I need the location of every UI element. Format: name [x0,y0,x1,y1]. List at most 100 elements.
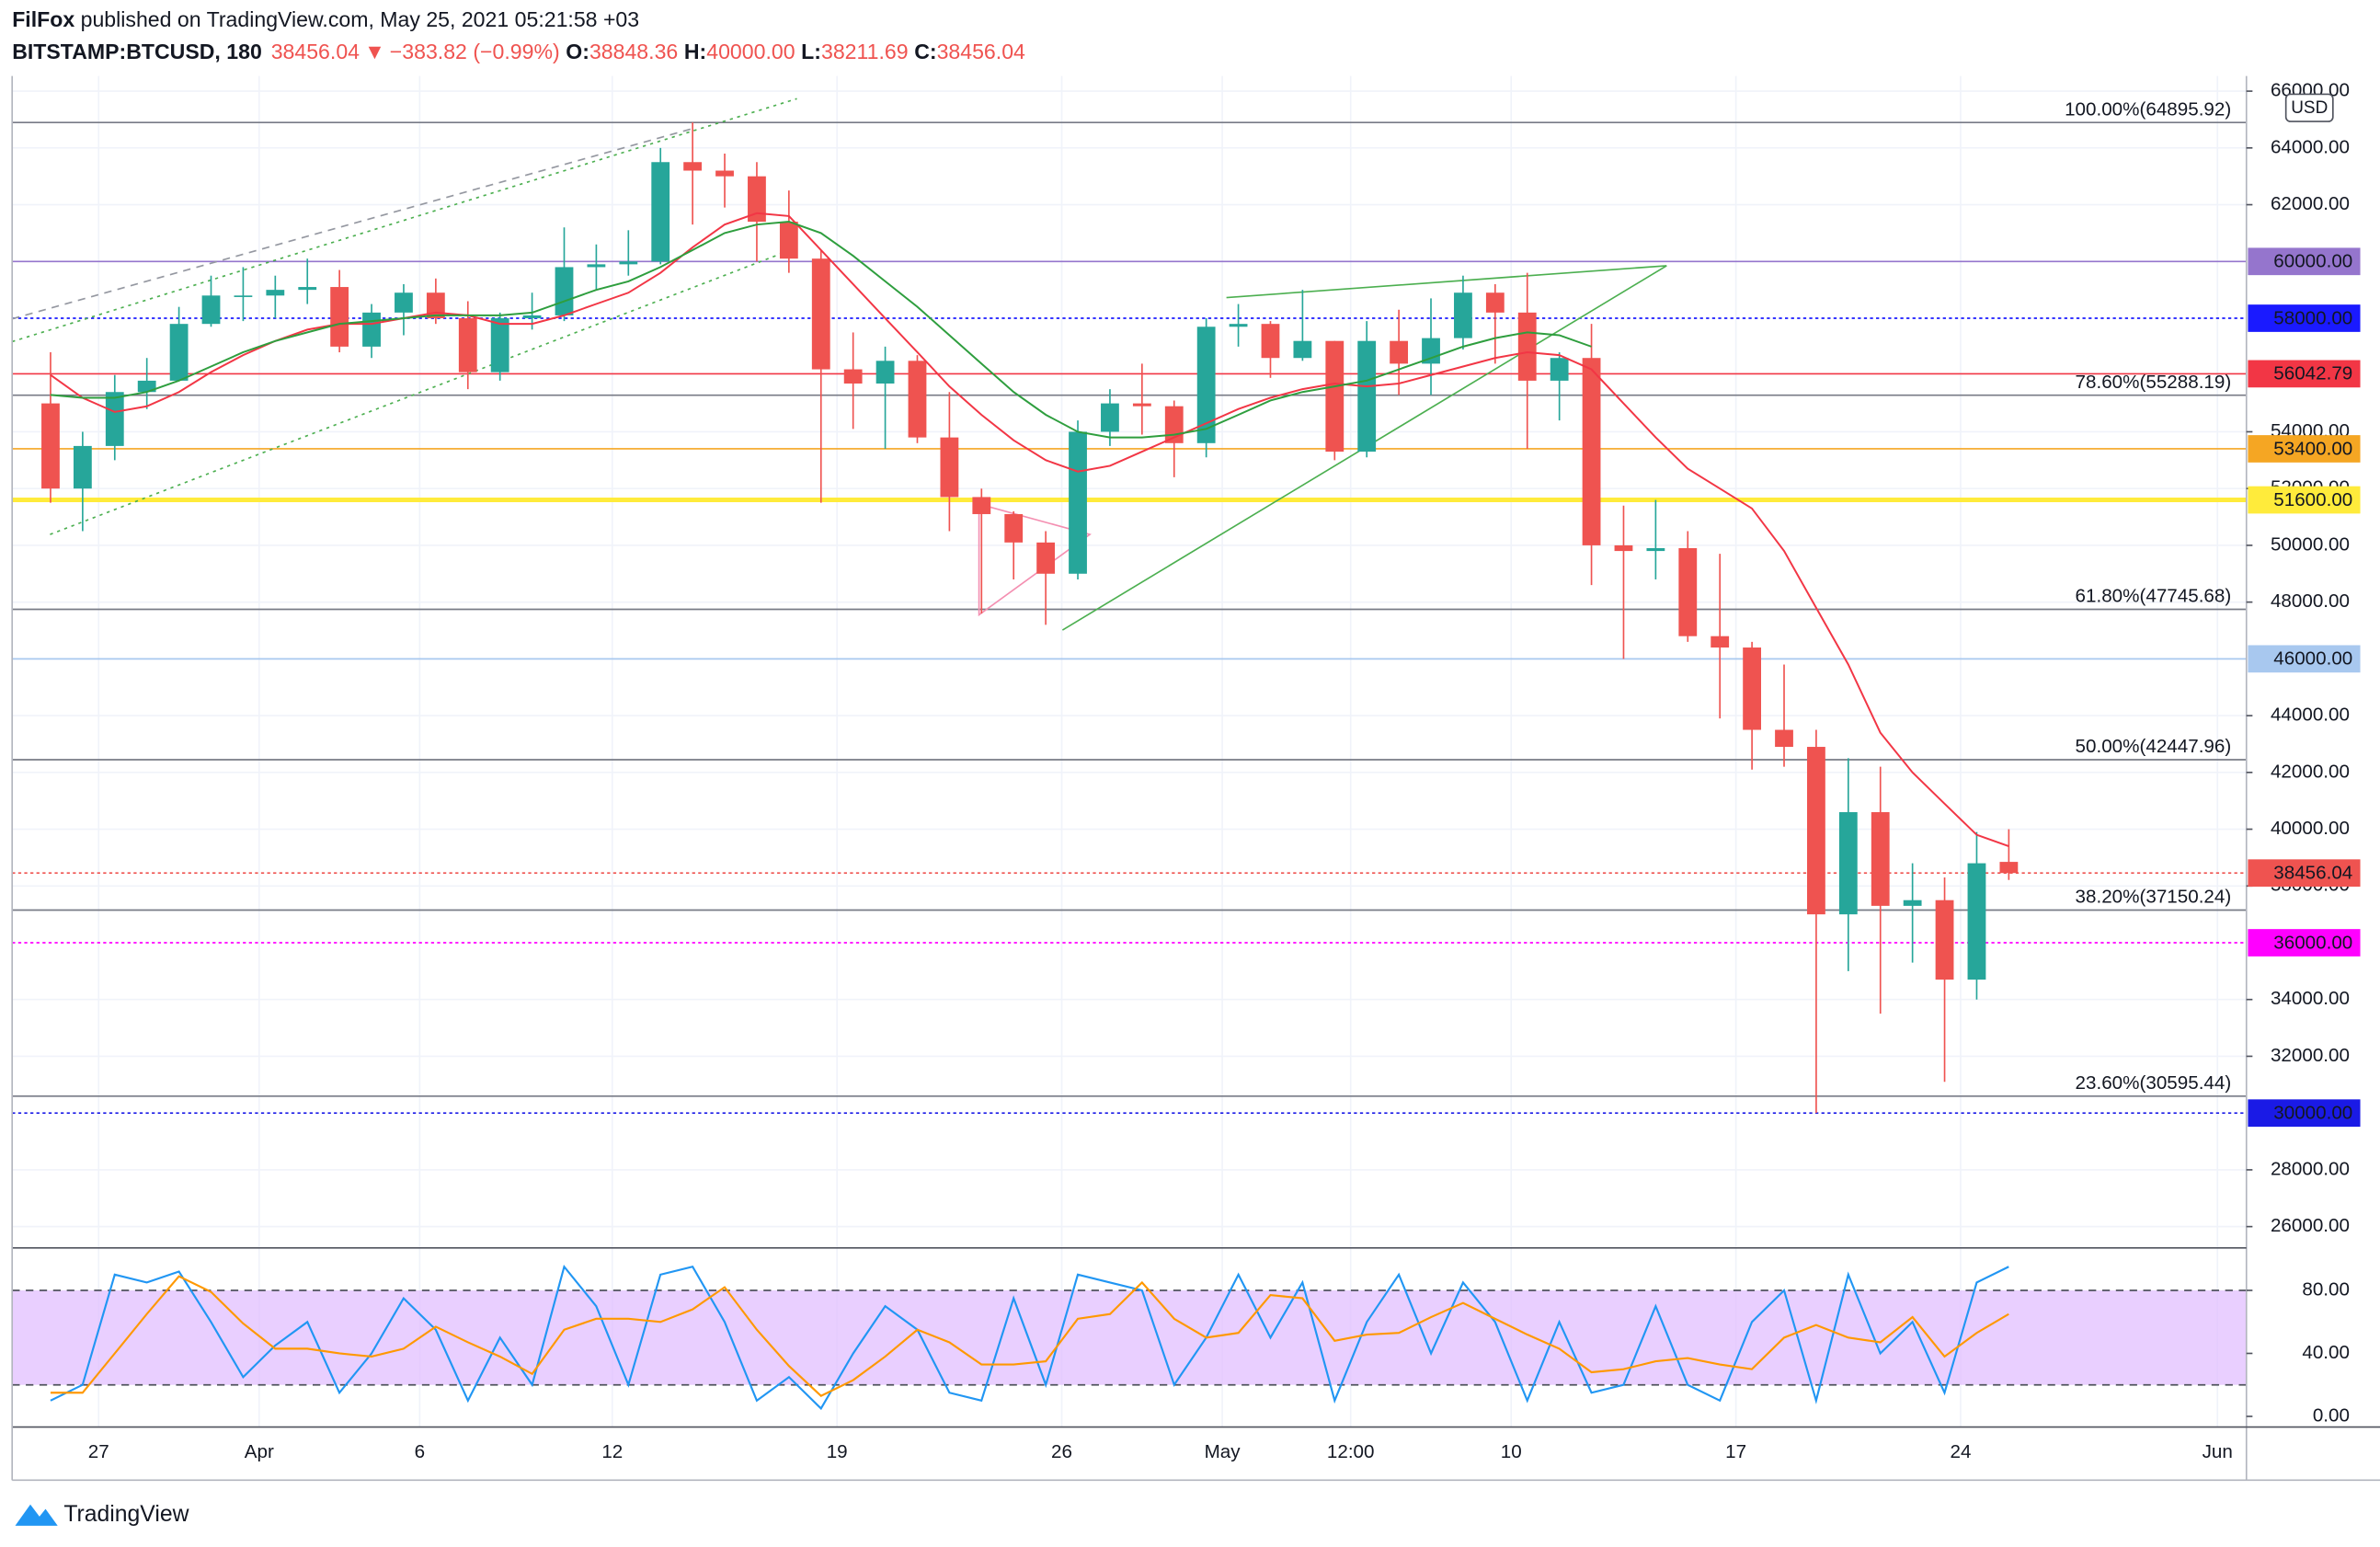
candle-body [41,403,60,489]
y-tick-label: 64000.00 [2271,136,2350,157]
candle-body [908,361,927,438]
candle-body [811,258,830,370]
c-label: C: [914,40,936,63]
y-tick-label: 34000.00 [2271,988,2350,1009]
level-label: 38456.04 [2273,862,2352,883]
candle-body [362,312,381,347]
candle-body [266,290,285,296]
candle-body [715,170,734,177]
publish-line: FilFox published on TradingView.com, May… [12,7,639,31]
level-box [2248,1099,2361,1128]
fib-label: 23.60%(30595.44) [2076,1072,2232,1094]
candle-body [1935,900,1954,980]
candle-body [1390,340,1409,364]
candle-body [1101,403,1119,432]
level-box [2248,859,2361,888]
candle-body [234,295,253,297]
fib-label: 50.00%(42447.96) [2076,736,2232,757]
candle-body [683,162,703,171]
candle-body [779,222,798,259]
candle-body [1196,327,1216,443]
y-tick-label: 62000.00 [2271,193,2350,214]
level-box [2248,486,2361,514]
x-tick-label: 26 [1051,1441,1072,1462]
price-scale: 27 Apr 6 12 19 26 May 12:00 10 17 24 Jun 26000.00 280… [88,80,2361,1462]
level-box [2248,247,2361,276]
candle-body [1517,312,1537,381]
candle-body [1614,544,1633,552]
x-tick-label: 12:00 [1327,1441,1375,1462]
c-value: 38456.04 [937,40,1025,63]
triangle [978,502,1092,617]
published: published on TradingView.com, May 25, 20… [74,7,639,31]
y-tick-label: 26000.00 [2271,1215,2350,1236]
candle-body [426,292,445,319]
wedge-line [1226,265,1667,299]
currency: USD [2291,98,2328,118]
candle-body [1775,729,1793,748]
y-tick-label: 32000.00 [2271,1045,2350,1066]
y-tick-label: 44000.00 [2271,705,2350,726]
y-tick-label: 42000.00 [2271,761,2350,782]
h-value: 40000.00 [706,40,795,63]
y-tick-label: 28000.00 [2271,1158,2350,1179]
candle-body [555,267,574,315]
candle-body [73,445,92,489]
level-label: 58000.00 [2273,307,2352,328]
fib-label: 38.20%(37150.24) [2076,887,2232,908]
trend-line [11,97,797,343]
h-label: H: [684,40,706,63]
candle-body [1485,292,1505,313]
candle-body [1325,340,1344,453]
candle-body [1838,812,1858,915]
x-tick-label: 24 [1950,1441,1971,1462]
candle-body [1036,542,1056,574]
candle-body [1069,431,1087,574]
arrow: ▼ [364,40,385,63]
y-tick-label: 50000.00 [2271,533,2350,555]
candle-body [169,324,189,381]
author: FilFox [12,7,74,31]
candle-body [1132,403,1151,407]
candle-body [875,361,895,384]
level-box [2248,360,2361,388]
fib-label: 78.60%(55288.19) [2076,372,2232,393]
candle-body [490,318,509,372]
candle-body [1357,340,1377,453]
indicator-line [50,212,2009,847]
level-box [2248,645,2361,673]
x-tick-label: 12 [601,1441,623,1462]
x-tick-label: 27 [88,1441,109,1462]
level-box [2248,304,2361,332]
candle-body [105,392,124,446]
candle-body [1871,812,1890,906]
l-label: L: [801,40,821,63]
candle-body [1454,292,1472,338]
candle-body [395,292,413,313]
candle-body [619,261,638,265]
x-tick-label: May [1205,1441,1241,1462]
o-value: 38848.36 [589,40,678,63]
candle-body [587,264,606,268]
candle-body [1582,358,1601,545]
level-label: 46000.00 [2273,648,2352,670]
candle-body [458,318,477,372]
candle-body [1711,636,1730,648]
logo [15,1504,58,1526]
candle-body [651,162,670,262]
candle-body [1550,358,1569,381]
candle-body [1646,548,1665,552]
fib-label: 61.80%(47745.68) [2076,586,2232,607]
y-tick-label: 0.00 [2313,1404,2350,1426]
candle-body [1967,863,1986,980]
candle-body [1807,747,1825,915]
trend-line [50,249,790,535]
x-tick-label: Jun [2203,1441,2233,1462]
levels-layer: 100.00%(64895.92) 78.60%(55288.19) 61.80%(… [12,98,2247,1115]
currency-box [2284,93,2334,122]
x-tick-label: 17 [1725,1441,1746,1462]
candle-body [940,437,959,498]
x-tick-label: 19 [827,1441,848,1462]
